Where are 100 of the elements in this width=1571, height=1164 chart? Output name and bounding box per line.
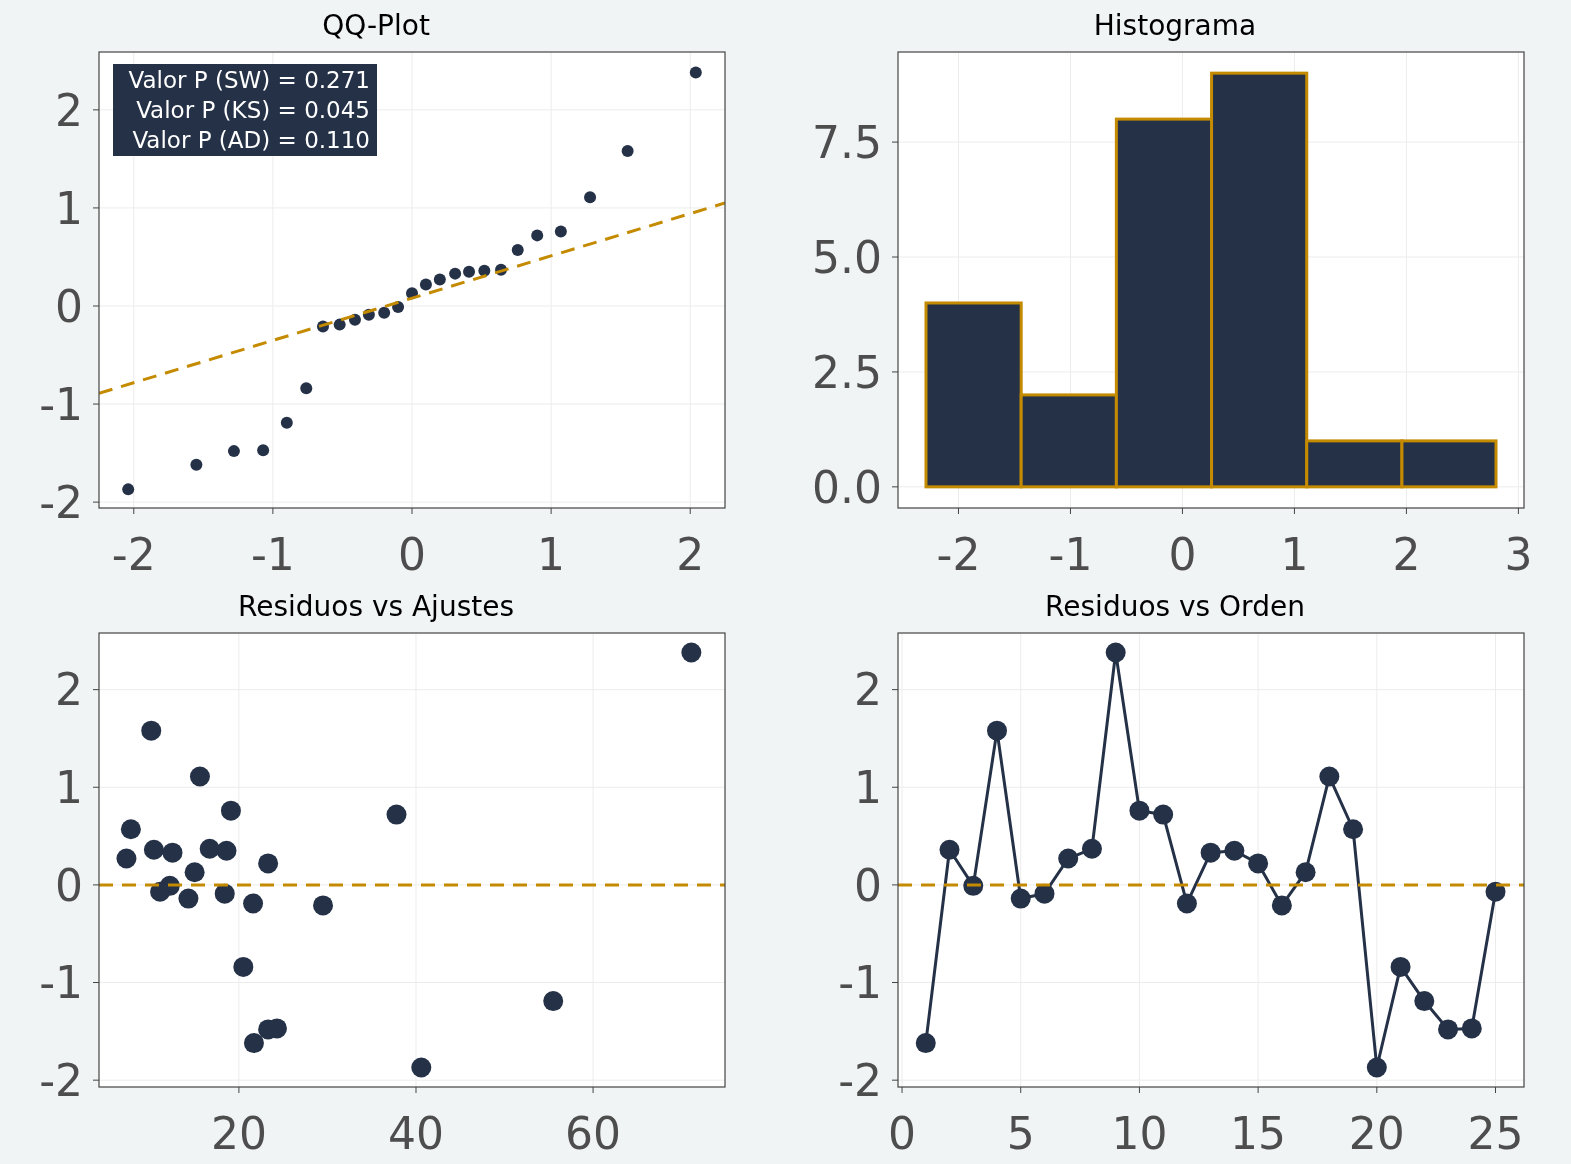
point	[939, 839, 960, 860]
y-tick-label: 2	[854, 664, 882, 716]
annotation: Valor P (KS) = 0.045	[136, 97, 370, 123]
point	[1129, 800, 1150, 821]
point	[543, 991, 564, 1012]
point	[258, 853, 279, 874]
point	[1461, 1018, 1482, 1039]
point	[214, 883, 235, 904]
point	[162, 842, 183, 863]
point	[300, 382, 313, 395]
x-tick-label: 15	[1230, 1108, 1287, 1159]
y-tick-label: 0	[55, 280, 83, 332]
annotation: Valor P (AD) = 0.110	[132, 127, 370, 153]
y-tick-label: -1	[838, 957, 882, 1009]
point	[1295, 862, 1316, 883]
point	[1153, 804, 1174, 825]
x-tick-label: -2	[936, 529, 981, 580]
point	[122, 483, 135, 496]
x-tick-label: -1	[250, 529, 295, 580]
y-tick-label: -1	[39, 378, 83, 430]
point	[433, 273, 446, 286]
point	[986, 720, 1007, 741]
y-tick-label: 2	[55, 84, 83, 136]
point	[257, 444, 270, 457]
point	[915, 1033, 936, 1054]
point	[333, 318, 346, 331]
point	[184, 862, 205, 883]
chart-title: Histograma	[1093, 9, 1257, 42]
y-tick-label: 1	[854, 762, 882, 814]
point	[463, 265, 476, 278]
point	[511, 244, 524, 257]
point	[1081, 838, 1102, 859]
x-tick-label: 1	[537, 529, 566, 580]
y-tick-label: 1	[55, 762, 83, 814]
point	[621, 145, 634, 158]
y-tick-label: -2	[838, 1055, 882, 1107]
point	[233, 956, 254, 977]
point	[1224, 840, 1245, 861]
annotation: Valor P (SW) = 0.271	[128, 67, 370, 93]
y-tick-label: 5.0	[812, 231, 882, 283]
point	[1485, 881, 1506, 902]
y-tick-label: 2	[55, 664, 83, 716]
y-tick-label: 0	[854, 859, 882, 911]
point	[584, 191, 597, 204]
point	[1438, 1019, 1459, 1040]
point	[280, 416, 293, 429]
point	[313, 895, 334, 916]
point	[190, 458, 203, 471]
y-tick-label: 7.5	[812, 116, 882, 168]
point	[689, 66, 702, 79]
point	[227, 445, 240, 458]
point	[1248, 853, 1269, 874]
point	[220, 800, 241, 821]
x-tick-label: 3	[1504, 529, 1533, 580]
point	[681, 642, 702, 663]
y-tick-label: -2	[39, 1055, 83, 1107]
point	[1058, 848, 1079, 869]
x-tick-label: 1	[1280, 529, 1309, 580]
point	[120, 819, 141, 840]
y-tick-label: 2.5	[812, 346, 882, 398]
x-tick-label: -1	[1048, 529, 1093, 580]
point	[116, 848, 137, 869]
chart-title: Residuos vs Orden	[1045, 590, 1305, 623]
point	[1034, 883, 1055, 904]
point	[478, 264, 491, 277]
x-tick-label: 2	[1392, 529, 1421, 580]
point	[386, 804, 407, 825]
point	[243, 1033, 264, 1054]
point	[449, 267, 462, 280]
point	[216, 840, 237, 861]
x-tick-label: 20	[1348, 1108, 1405, 1159]
point	[1366, 1057, 1387, 1078]
chart-title: Residuos vs Ajustes	[237, 590, 515, 623]
chart-title: QQ-Plot	[322, 9, 430, 42]
x-tick-label: -2	[111, 529, 156, 580]
point	[178, 888, 199, 909]
x-tick-label: 60	[565, 1108, 622, 1159]
point	[1271, 895, 1292, 916]
y-tick-label: -1	[39, 957, 83, 1009]
y-tick-label: 0	[55, 859, 83, 911]
point	[411, 1057, 432, 1078]
point	[531, 229, 544, 242]
y-tick-label: -2	[39, 476, 83, 528]
point	[1343, 819, 1364, 840]
y-tick-label: 1	[55, 182, 83, 234]
point	[1319, 766, 1340, 787]
x-tick-label: 5	[1006, 1108, 1035, 1159]
point	[1390, 956, 1411, 977]
point	[419, 278, 432, 291]
point	[189, 766, 210, 787]
point	[378, 306, 391, 319]
point	[1176, 893, 1197, 914]
x-tick-label: 0	[398, 529, 426, 580]
y-tick-label: 0.0	[812, 461, 882, 513]
point	[1010, 888, 1031, 909]
point	[1414, 991, 1435, 1012]
point	[243, 893, 264, 914]
x-tick-label: 0	[1168, 529, 1197, 580]
x-tick-label: 10	[1111, 1108, 1168, 1159]
point	[1105, 642, 1126, 663]
